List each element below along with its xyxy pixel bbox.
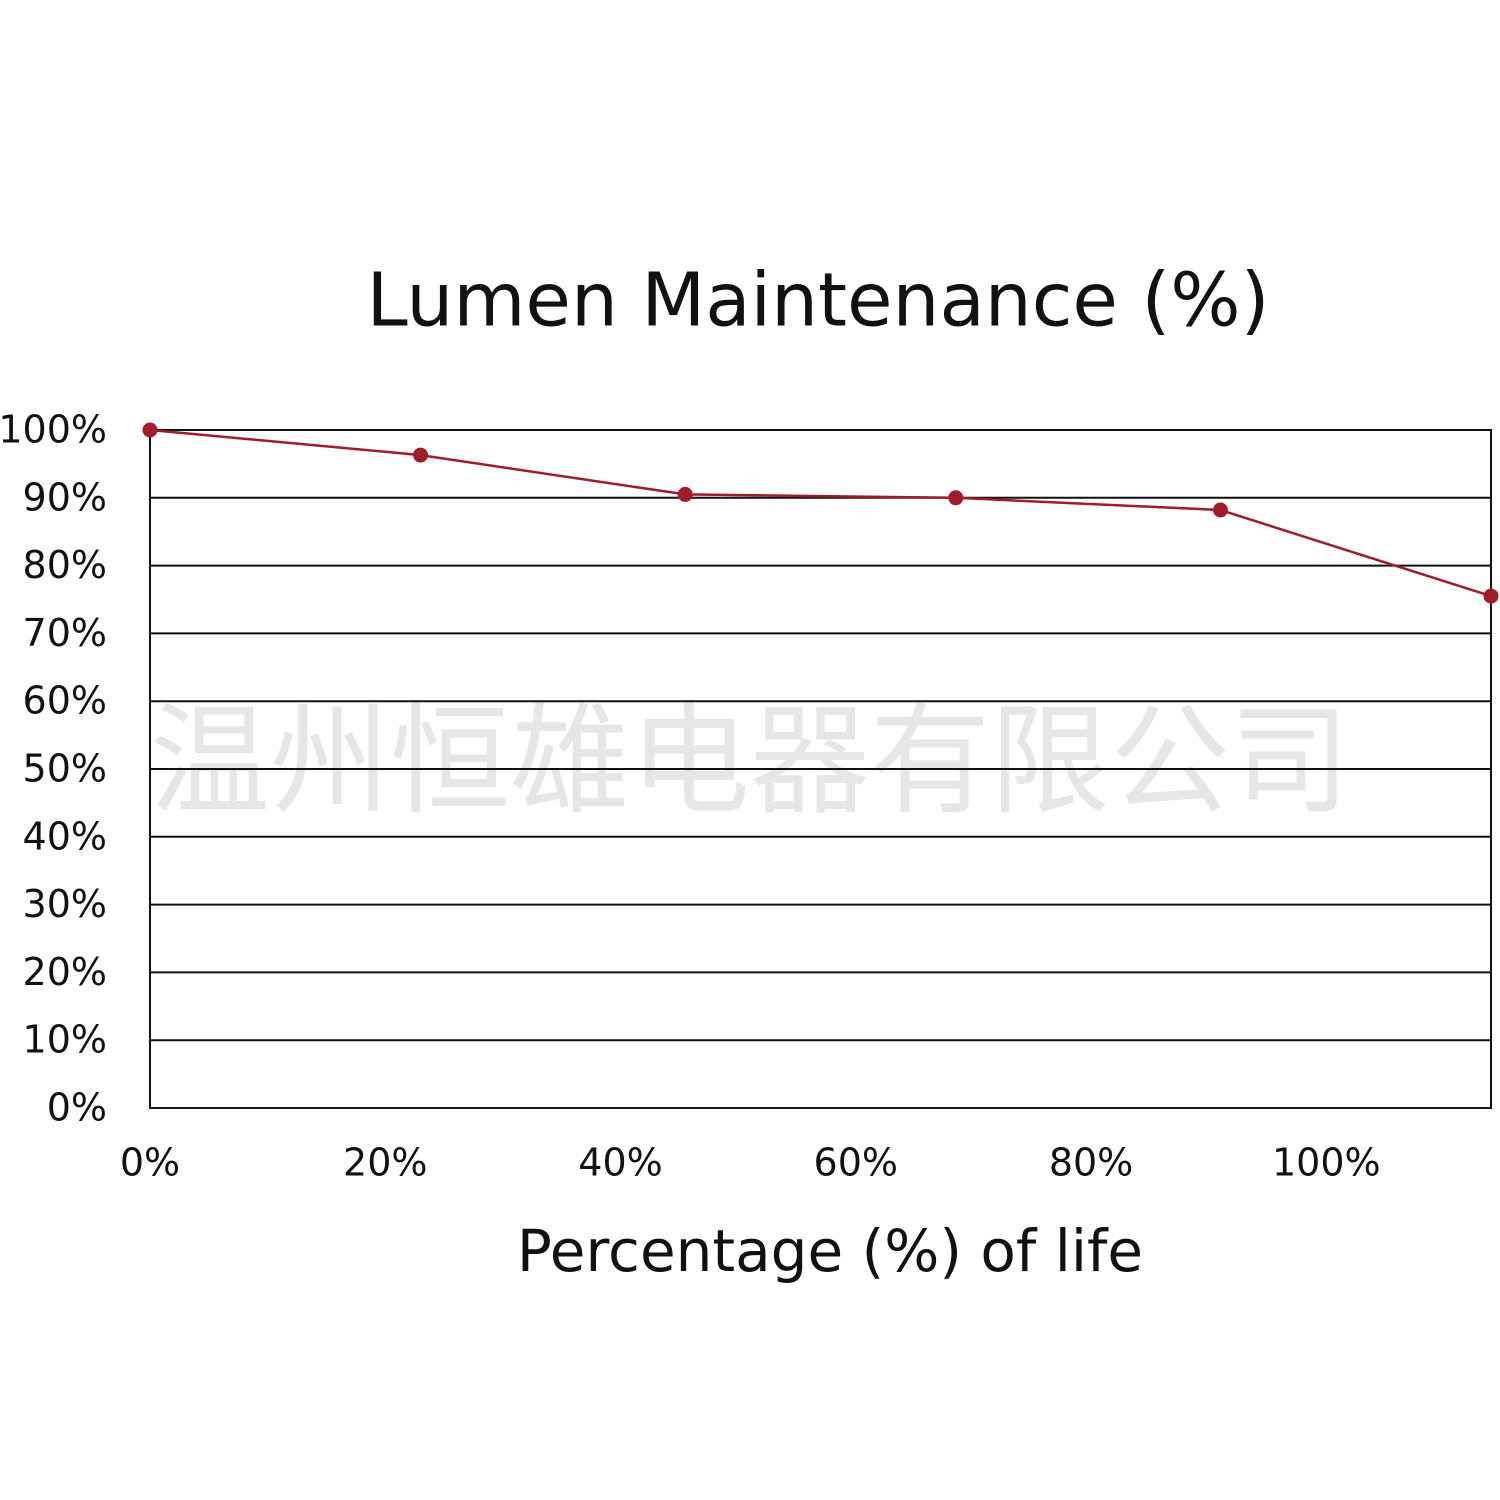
series-line	[149, 428, 1492, 598]
chart-title: Lumen Maintenance (%)	[367, 258, 1270, 344]
x-tick-label: 100%	[1272, 1141, 1381, 1185]
data-point	[1483, 588, 1499, 604]
data-point	[1212, 502, 1228, 518]
y-tick-label: 50%	[23, 747, 107, 791]
watermark: 温州恒雄电器有限公司	[150, 693, 1350, 832]
x-axis-title: Percentage (%) of life	[517, 1217, 1143, 1285]
x-tick-label: 60%	[814, 1141, 898, 1185]
y-tick-label: 100%	[0, 408, 107, 452]
y-tick-label: 70%	[23, 611, 107, 655]
x-tick-label: 40%	[578, 1141, 662, 1185]
y-tick-label: 40%	[23, 814, 107, 858]
y-tick-label: 10%	[23, 1018, 107, 1062]
y-tick-label: 0%	[47, 1086, 107, 1130]
data-point	[948, 490, 964, 506]
y-tick-label: 30%	[23, 882, 107, 926]
y-tick-label: 90%	[23, 475, 107, 519]
y-tick-label: 60%	[23, 679, 107, 723]
data-point	[677, 486, 693, 502]
x-tick-label: 0%	[120, 1141, 180, 1185]
x-tick-label: 20%	[343, 1141, 427, 1185]
plot-frame	[149, 429, 1492, 1109]
data-point	[413, 447, 429, 463]
y-tick-label: 20%	[23, 950, 107, 994]
data-point	[142, 422, 158, 438]
x-tick-label: 80%	[1049, 1141, 1133, 1185]
y-tick-label: 80%	[23, 543, 107, 587]
